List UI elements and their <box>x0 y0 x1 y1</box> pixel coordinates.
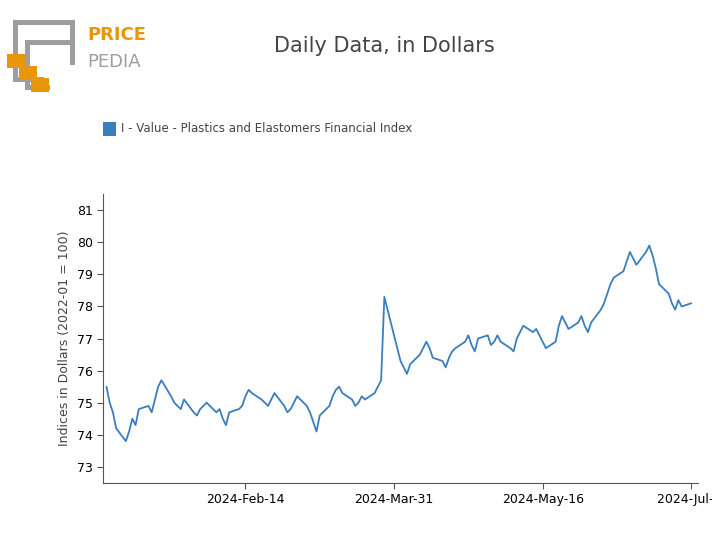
Bar <box>25 40 75 45</box>
Bar <box>13 77 44 82</box>
Bar <box>25 85 50 90</box>
Bar <box>7 54 25 68</box>
Bar <box>70 20 75 51</box>
Text: PRICE: PRICE <box>87 26 146 44</box>
Bar <box>19 66 37 80</box>
Bar <box>13 20 75 25</box>
Bar <box>31 78 49 92</box>
Text: I - Value - Plastics and Elastomers Financial Index: I - Value - Plastics and Elastomers Fina… <box>121 122 412 135</box>
Bar <box>25 40 30 90</box>
Text: PEDIA: PEDIA <box>87 53 141 71</box>
Y-axis label: Indices in Dollars (2022-01 = 100): Indices in Dollars (2022-01 = 100) <box>58 231 71 446</box>
Text: Daily Data, in Dollars: Daily Data, in Dollars <box>274 36 495 56</box>
Bar <box>13 20 18 82</box>
Bar <box>70 40 75 65</box>
